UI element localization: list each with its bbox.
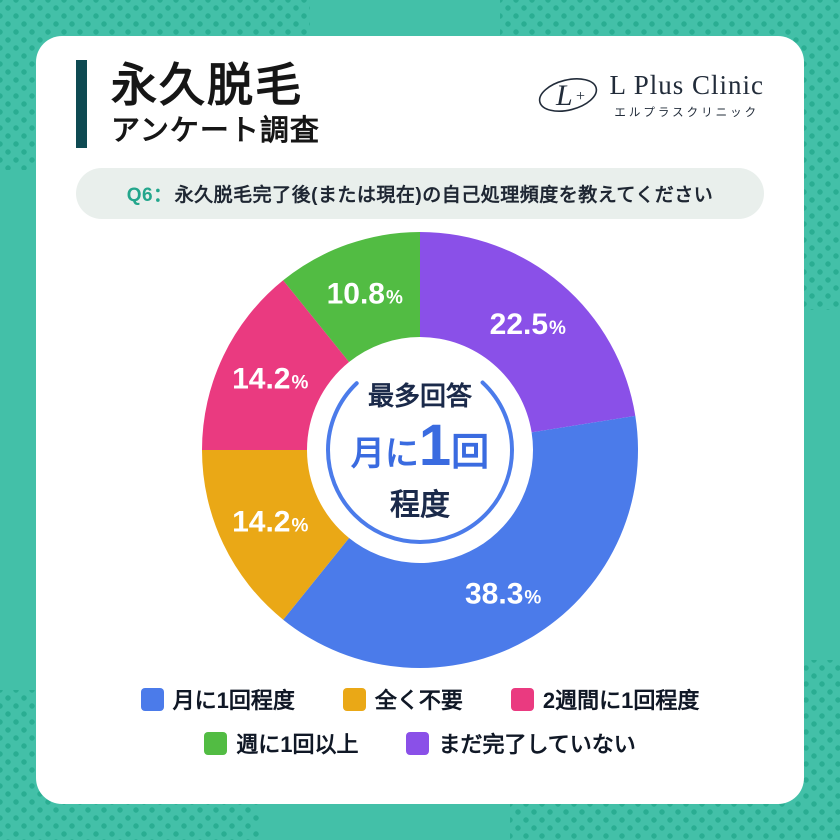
legend-swatch [342,687,366,711]
chart-center-label: 最多回答 月に1回 程度 [307,337,533,563]
legend-swatch [204,731,228,755]
legend-swatch [510,687,534,711]
chart-area: 22.5% 38.3% 14.2% 14.2% 10.8% 最多回答 月に1回 程度 [76,225,764,675]
question-badge: Q6： 永久脱毛完了後(または現在)の自己処理頻度を教えてください [76,168,764,220]
legend-row: 週に1回以上 まだ完了していない [76,727,764,759]
svg-text:+: + [576,88,585,105]
donut-segment-まだ完了していない [420,232,636,433]
legend-label: 2週間に1回程度 [542,688,700,714]
legend-label: 月に1回程度 [172,688,295,714]
legend-item-月に1回程度: 月に1回程度 [140,683,295,715]
segment-value-label: 38.3% [465,578,541,611]
page-title: 永久脱毛 [111,59,303,111]
infographic-card: 永久脱毛 アンケート調査 L + L Plus Clinic エルプラスクリニッ… [36,36,804,804]
legend-row: 月に1回程度 全く不要 2週間に1回程度 [76,683,764,715]
legend-item-2週間に1回程度: 2週間に1回程度 [510,683,700,715]
question-text: 永久脱毛完了後(または現在)の自己処理頻度を教えてください [174,185,714,207]
center-top-text: 最多回答 [367,381,472,412]
clinic-name-japanese: エルプラスクリニック [614,107,760,119]
segment-value-label: 14.2% [232,363,308,396]
legend-swatch [140,687,164,711]
segment-value-label: 14.2% [232,506,308,539]
donut-chart: 22.5% 38.3% 14.2% 14.2% 10.8% 最多回答 月に1回 程度 [195,225,645,675]
donut-segment-月に1回程度 [283,416,639,669]
legend-item-週に1回以上: 週に1回以上 [204,727,358,759]
svg-text:L: L [555,79,573,112]
clinic-logo-text: L Plus Clinic エルプラスクリニック [609,70,764,120]
legend-item-まだ完了していない: まだ完了していない [406,727,636,759]
donut-segment-全く不要 [202,450,350,621]
legend-item-全く不要: 全く不要 [342,683,463,715]
clinic-logo: L + L Plus Clinic エルプラスクリニック [535,70,764,120]
segment-value-label: 22.5% [490,308,566,341]
clinic-name: L Plus Clinic [609,70,764,100]
legend: 月に1回程度 全く不要 2週間に1回程度週に1回以上 まだ完了していない [76,683,764,759]
page-subtitle: アンケート調査 [111,114,320,147]
legend-label: まだ完了していない [438,732,636,758]
title-block: 永久脱毛 アンケート調査 [76,59,320,149]
legend-label: 全く不要 [374,688,463,714]
header: 永久脱毛 アンケート調査 L + L Plus Clinic エルプラスクリニッ… [76,59,764,149]
legend-label: 週に1回以上 [236,732,359,758]
segment-value-label: 10.8% [327,278,403,311]
center-bottom-text: 程度 [390,489,450,523]
legend-swatch [406,731,430,755]
center-answer-text: 月に1回 [350,413,490,479]
donut-segment-2週間に1回程度 [202,280,350,451]
clinic-logo-icon: L + [539,78,598,112]
center-arc-icon [326,356,514,545]
donut-segment-週に1回以上 [283,232,420,363]
donut-svg: 22.5% 38.3% 14.2% 14.2% 10.8% [202,232,639,669]
question-number: Q6： [126,185,173,207]
